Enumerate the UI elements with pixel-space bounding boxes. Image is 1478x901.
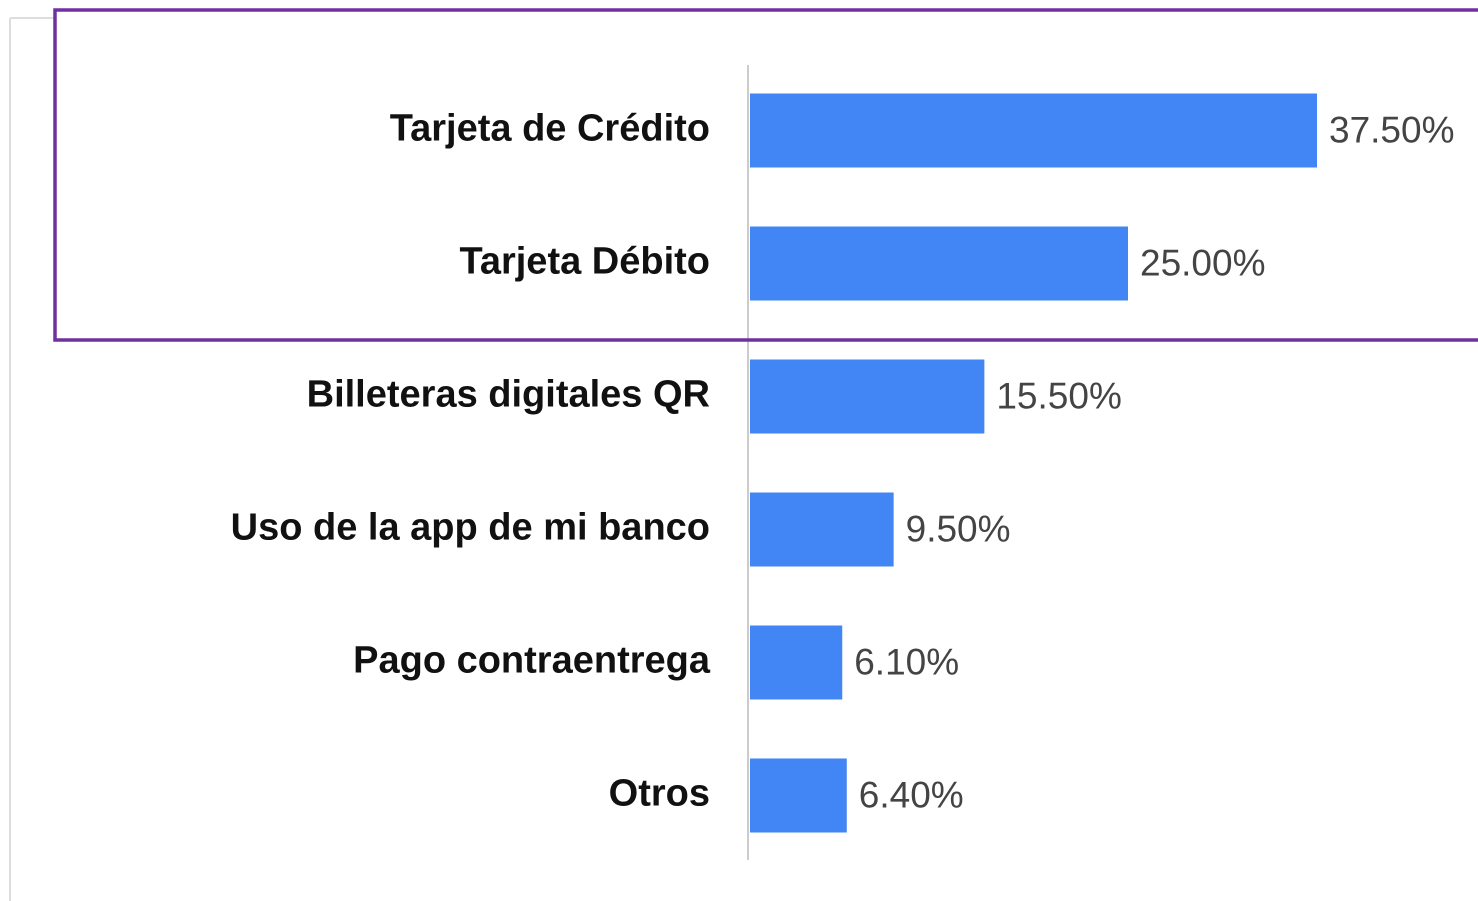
value-label: 25.00% (1140, 242, 1266, 283)
value-label: 15.50% (996, 375, 1122, 416)
value-label: 6.40% (859, 774, 964, 815)
value-label: 37.50% (1329, 109, 1455, 150)
category-label: Uso de la app de mi banco (231, 507, 710, 549)
category-label: Tarjeta de Crédito (390, 108, 710, 150)
highlight-box (53, 8, 1478, 342)
bar (750, 758, 847, 833)
value-label: 9.50% (906, 508, 1011, 549)
bar (750, 226, 1128, 301)
bar (750, 492, 894, 567)
bar (750, 359, 985, 434)
value-label: 6.10% (854, 641, 959, 682)
category-label: Billeteras digitales QR (307, 374, 710, 416)
category-label: Otros (609, 773, 710, 815)
category-label: Pago contraentrega (353, 640, 711, 682)
bar (750, 93, 1317, 168)
category-label: Tarjeta Débito (459, 241, 710, 283)
bars: Tarjeta de Crédito 37.50% Tarjeta Débito 25… (231, 93, 1455, 833)
bar (750, 625, 843, 700)
